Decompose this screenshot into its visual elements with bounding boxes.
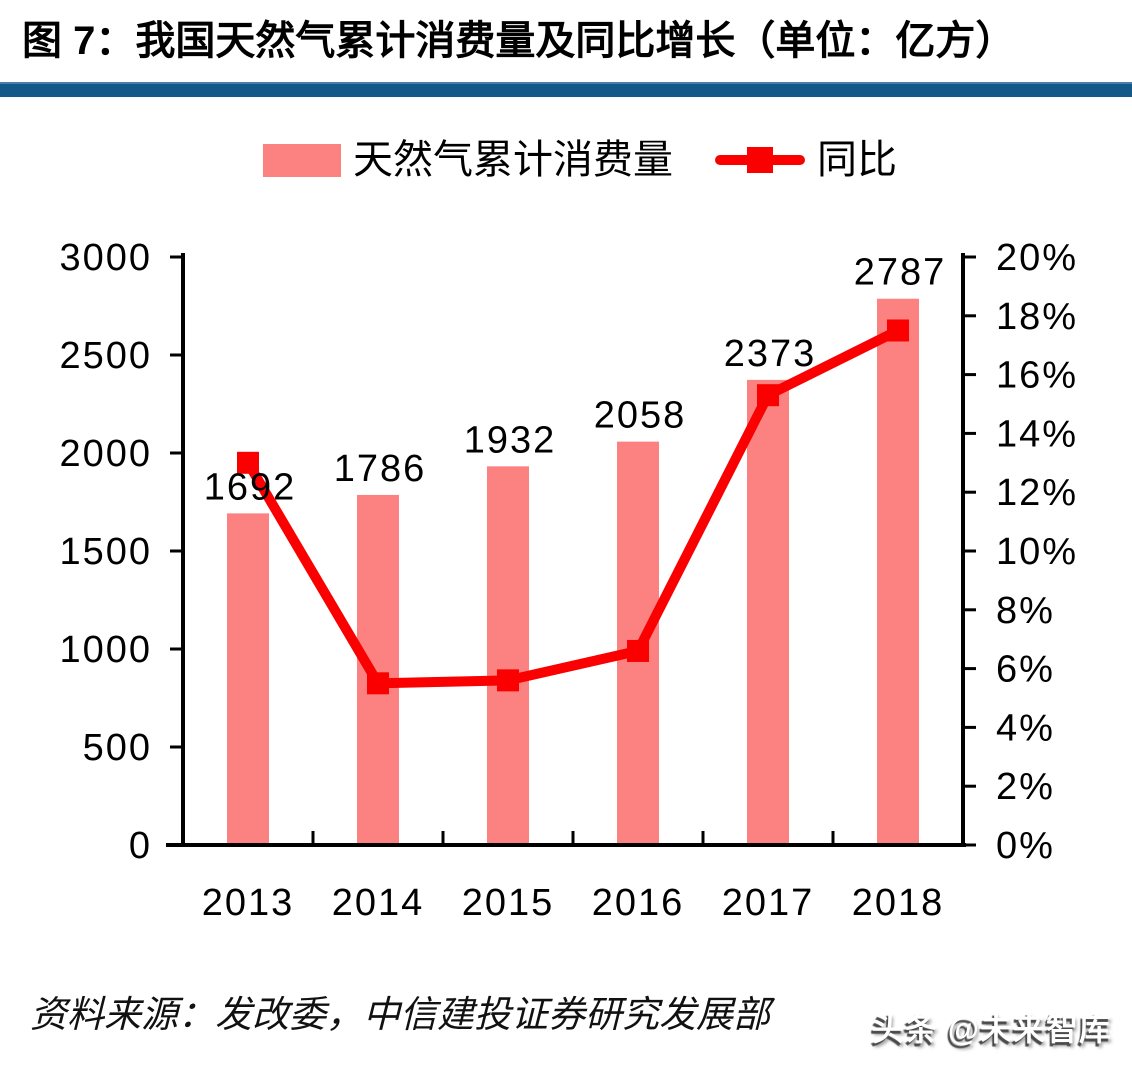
left-axis-tick-label: 1500	[59, 531, 152, 573]
legend-bar-swatch-icon	[263, 143, 341, 177]
line-marker-2015	[497, 669, 519, 692]
left-axis-tick-label: 1000	[59, 629, 152, 671]
watermark: 头条 @未来智库	[871, 1011, 1112, 1047]
bar-value-label: 2787	[854, 252, 947, 294]
right-axis-tick-label: 12%	[996, 472, 1078, 514]
right-axis-tick-label: 4%	[996, 707, 1055, 749]
left-axis-tick-label: 2500	[59, 335, 152, 377]
legend-line-swatch-icon	[715, 147, 805, 173]
title-divider	[0, 82, 1132, 97]
chart-legend: 天然气累计消费量 同比	[263, 138, 897, 182]
right-axis-tick-label: 18%	[996, 296, 1078, 338]
left-axis-tick-label: 500	[83, 727, 152, 769]
line-marker-2013	[237, 451, 259, 474]
bar-2018	[877, 298, 919, 845]
bar-2017	[747, 379, 789, 845]
right-axis-tick-label: 14%	[996, 413, 1078, 455]
right-axis-tick-label: 16%	[996, 355, 1078, 397]
x-axis-category-label: 2013	[202, 882, 295, 924]
x-axis-category-label: 2014	[332, 882, 425, 924]
right-axis-tick-label: 6%	[996, 649, 1055, 691]
line-marker-2018	[887, 319, 909, 342]
legend-bar-label: 天然气累计消费量	[353, 138, 673, 182]
bar-value-label: 1692	[204, 466, 297, 508]
x-axis-category-label: 2017	[722, 882, 815, 924]
figure-title: 图 7：我国天然气累计消费量及同比增长（单位：亿方）	[22, 19, 1016, 63]
right-axis-tick-label: 20%	[996, 237, 1078, 279]
source-note: 资料来源：发改委，中信建投证券研究发展部	[30, 995, 770, 1036]
legend-line-marker	[747, 147, 773, 173]
legend-line-label: 同比	[817, 138, 897, 182]
bar-value-label: 2373	[724, 333, 817, 375]
bar-value-label: 2058	[594, 395, 687, 437]
x-axis-category-label: 2018	[852, 882, 945, 924]
right-axis-tick-label: 10%	[996, 531, 1078, 573]
bar-2015	[487, 466, 529, 845]
right-axis-tick-label: 2%	[996, 766, 1055, 808]
bar-value-label: 1786	[334, 448, 427, 490]
line-marker-2017	[757, 384, 779, 407]
left-axis-tick-label: 3000	[59, 237, 152, 279]
x-axis-category-label: 2015	[462, 882, 555, 924]
x-axis-category-label: 2016	[592, 882, 685, 924]
bar-value-label: 1932	[464, 419, 557, 461]
line-marker-2014	[367, 672, 389, 695]
right-axis-tick-label: 0%	[996, 825, 1055, 867]
bar-2014	[357, 494, 399, 845]
left-axis-tick-label: 2000	[59, 433, 152, 475]
right-axis-tick-label: 8%	[996, 590, 1055, 632]
line-marker-2016	[627, 639, 649, 662]
left-axis-tick-label: 0	[129, 825, 152, 867]
yoy-line	[243, 326, 901, 689]
bar-2013	[227, 513, 269, 845]
